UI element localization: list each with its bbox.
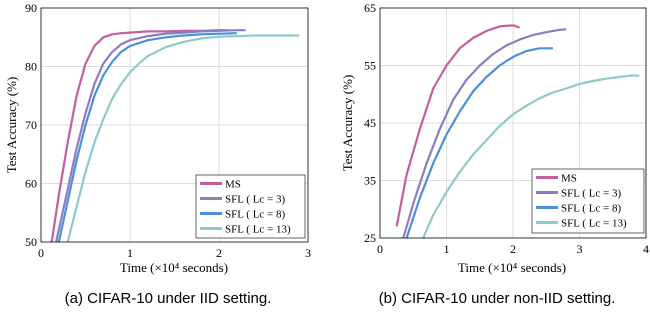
- legend-entry: SFL ( Lc = 3): [561, 188, 622, 200]
- plot-frame: [40, 7, 309, 243]
- y-tick-label: 45: [364, 116, 376, 130]
- plot-frame: [379, 7, 647, 239]
- chart-panel-non-iid: 0 1 2 3 4 25 35 45 55 65 Time (×10⁴ seco…: [340, 1, 649, 275]
- y-tick-label: 70: [25, 118, 37, 132]
- legend-entry: SFL ( Lc = 3): [225, 194, 286, 206]
- legend-entry: MS: [225, 179, 241, 191]
- legend: MS SFL ( Lc = 3) SFL ( Lc = 8) SFL ( Lc …: [195, 174, 306, 239]
- series-line-1: [55, 29, 246, 243]
- y-tick-label: 50: [25, 235, 37, 249]
- x-tick-label: 0: [377, 242, 383, 256]
- y-tick-label: 60: [25, 177, 37, 191]
- y-axis-label: Test Accuracy (%): [4, 77, 19, 174]
- y-tick-label: 65: [364, 1, 376, 15]
- x-tick-label: 3: [305, 246, 311, 260]
- y-tick-label: 80: [25, 60, 37, 74]
- x-tick-label: 3: [577, 242, 583, 256]
- legend-entry: SFL ( Lc = 8): [225, 209, 286, 221]
- x-tick-label: 2: [510, 242, 516, 256]
- x-tick-label: 0: [38, 246, 44, 260]
- y-tick-label: 55: [364, 59, 376, 73]
- legend-entry: SFL ( Lc = 13): [225, 224, 291, 236]
- series-line-2: [405, 47, 553, 239]
- legend-entry: MS: [561, 173, 577, 185]
- series-line-3: [66, 34, 300, 243]
- legend-entry: SFL ( Lc = 13): [561, 218, 627, 230]
- series-line-0: [395, 24, 520, 227]
- x-tick-label: 4: [643, 242, 649, 256]
- x-tick-label: 1: [444, 242, 450, 256]
- series-group: [395, 24, 640, 239]
- legend: MS SFL ( Lc = 3) SFL ( Lc = 8) SFL ( Lc …: [531, 168, 645, 234]
- x-tick-label: 2: [216, 246, 222, 260]
- legend-entry: SFL ( Lc = 8): [561, 203, 622, 215]
- y-tick-label: 25: [364, 231, 376, 245]
- x-tick-label: 1: [127, 246, 133, 260]
- y-tick-label: 35: [364, 174, 376, 188]
- series-group: [50, 29, 300, 243]
- y-axis-label: Test Accuracy (%): [340, 75, 355, 172]
- caption-b: (b) CIFAR-10 under non-IID setting.: [379, 290, 616, 307]
- x-axis-label: Time (×10⁴ seconds): [458, 260, 566, 275]
- chart-panel-iid: 0 1 2 3 50 60 70 80 90 Time (×10⁴ second…: [4, 1, 311, 275]
- caption-a: (a) CIFAR-10 under IID setting.: [65, 290, 272, 307]
- series-line-3: [422, 74, 640, 239]
- series-line-2: [57, 32, 237, 243]
- y-tick-label: 90: [25, 1, 37, 15]
- series-line-0: [50, 29, 228, 243]
- x-axis-label: Time (×10⁴ seconds): [120, 260, 228, 275]
- series-line-1: [402, 28, 567, 239]
